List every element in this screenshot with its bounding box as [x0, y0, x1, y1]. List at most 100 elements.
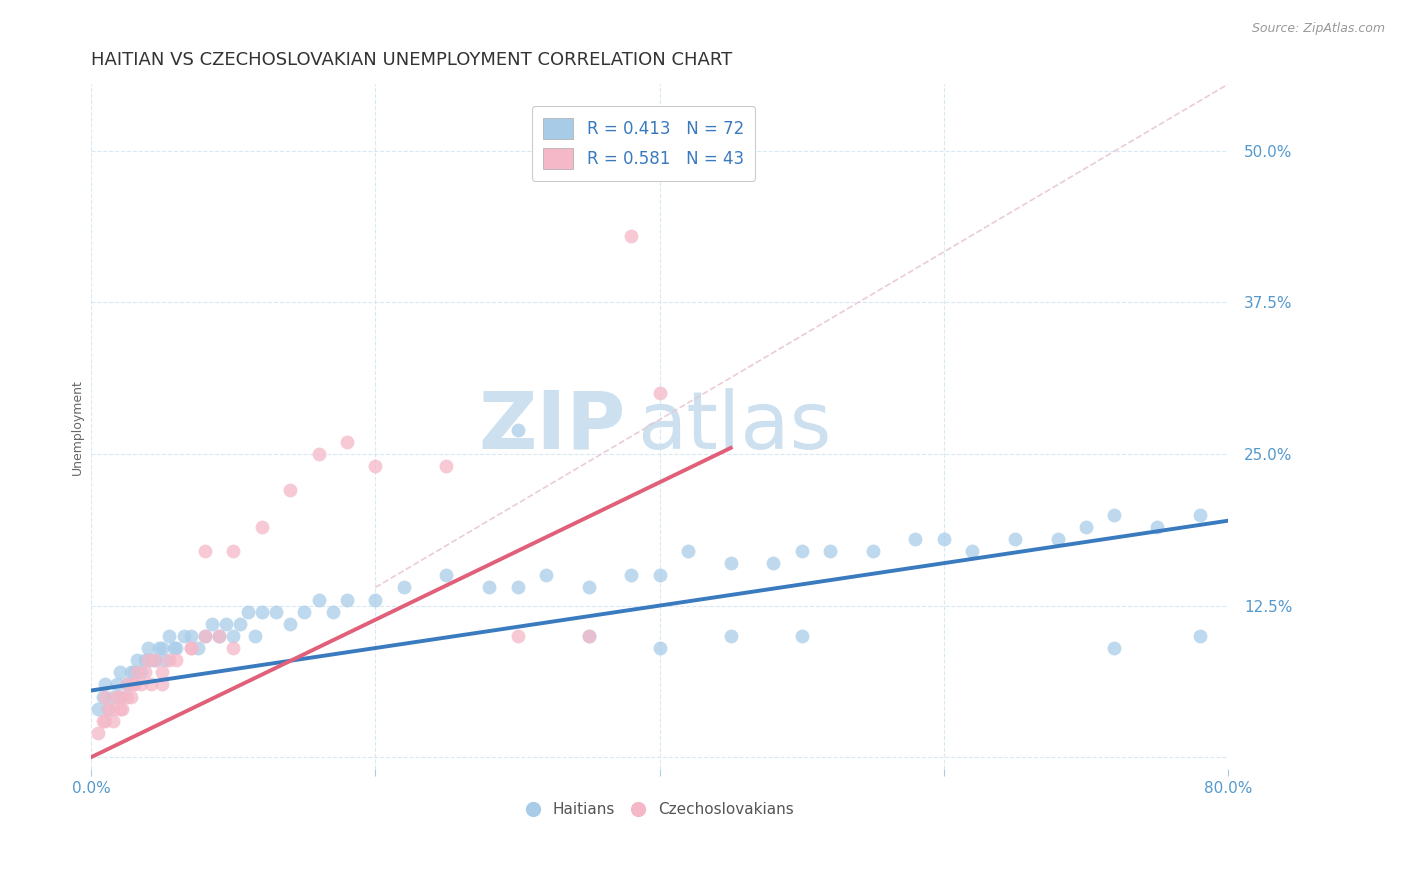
Point [153, 653, 176, 667]
Point [932, 532, 955, 546]
Point [364, 592, 387, 607]
Text: HAITIAN VS CZECHOSLOVAKIAN UNEMPLOYMENT CORRELATION CHART: HAITIAN VS CZECHOSLOVAKIAN UNEMPLOYMENT … [91, 51, 733, 69]
Point [194, 544, 217, 558]
Point [222, 629, 245, 643]
Point [962, 544, 984, 558]
Point [122, 665, 145, 680]
Point [150, 640, 173, 655]
Point [250, 520, 273, 534]
Point [1104, 640, 1126, 655]
Point [129, 665, 152, 680]
Point [162, 640, 184, 655]
Point [97, 701, 120, 715]
Point [105, 690, 128, 704]
Point [336, 592, 359, 607]
Point [790, 544, 813, 558]
Point [91, 690, 114, 704]
Point [904, 532, 927, 546]
Point [115, 690, 138, 704]
Point [676, 544, 699, 558]
Point [101, 690, 124, 704]
Point [129, 677, 152, 691]
Point [143, 653, 166, 667]
Point [264, 605, 287, 619]
Point [506, 581, 529, 595]
Point [862, 544, 884, 558]
Point [194, 629, 217, 643]
Point [506, 423, 529, 437]
Point [436, 459, 458, 474]
Point [136, 653, 159, 667]
Point [157, 653, 180, 667]
Point [136, 640, 159, 655]
Point [180, 640, 202, 655]
Point [578, 581, 600, 595]
Point [111, 690, 134, 704]
Point [108, 701, 131, 715]
Point [236, 605, 259, 619]
Point [243, 629, 266, 643]
Point [620, 568, 643, 582]
Point [620, 228, 643, 243]
Point [122, 677, 145, 691]
Point [115, 677, 138, 691]
Point [166, 640, 188, 655]
Point [173, 629, 195, 643]
Point [578, 629, 600, 643]
Point [148, 640, 170, 655]
Point [94, 714, 117, 728]
Y-axis label: Unemployment: Unemployment [72, 379, 84, 475]
Point [818, 544, 841, 558]
Point [1074, 520, 1097, 534]
Point [250, 605, 273, 619]
Point [97, 701, 120, 715]
Text: ZIP: ZIP [478, 388, 626, 466]
Point [201, 616, 224, 631]
Point [215, 616, 238, 631]
Point [134, 665, 156, 680]
Point [278, 616, 301, 631]
Point [120, 665, 142, 680]
Point [115, 677, 138, 691]
Point [648, 640, 671, 655]
Point [478, 581, 501, 595]
Point [180, 640, 202, 655]
Point [308, 447, 330, 461]
Point [720, 556, 742, 570]
Point [150, 665, 173, 680]
Point [180, 629, 202, 643]
Point [436, 568, 458, 582]
Point [506, 629, 529, 643]
Point [101, 714, 124, 728]
Point [105, 677, 128, 691]
Point [578, 629, 600, 643]
Point [1004, 532, 1026, 546]
Point [229, 616, 252, 631]
Point [308, 592, 330, 607]
Point [790, 629, 813, 643]
Point [278, 483, 301, 498]
Point [648, 568, 671, 582]
Point [157, 629, 180, 643]
Point [125, 653, 148, 667]
Point [336, 434, 359, 449]
Text: atlas: atlas [637, 388, 831, 466]
Point [208, 629, 231, 643]
Point [143, 653, 166, 667]
Point [108, 690, 131, 704]
Point [392, 581, 415, 595]
Point [762, 556, 785, 570]
Point [91, 714, 114, 728]
Point [534, 568, 557, 582]
Point [139, 677, 162, 691]
Point [166, 653, 188, 667]
Point [1188, 508, 1211, 522]
Text: Source: ZipAtlas.com: Source: ZipAtlas.com [1251, 22, 1385, 36]
Point [720, 629, 742, 643]
Point [125, 665, 148, 680]
Point [208, 629, 231, 643]
Point [108, 665, 131, 680]
Point [222, 544, 245, 558]
Point [1046, 532, 1069, 546]
Point [94, 690, 117, 704]
